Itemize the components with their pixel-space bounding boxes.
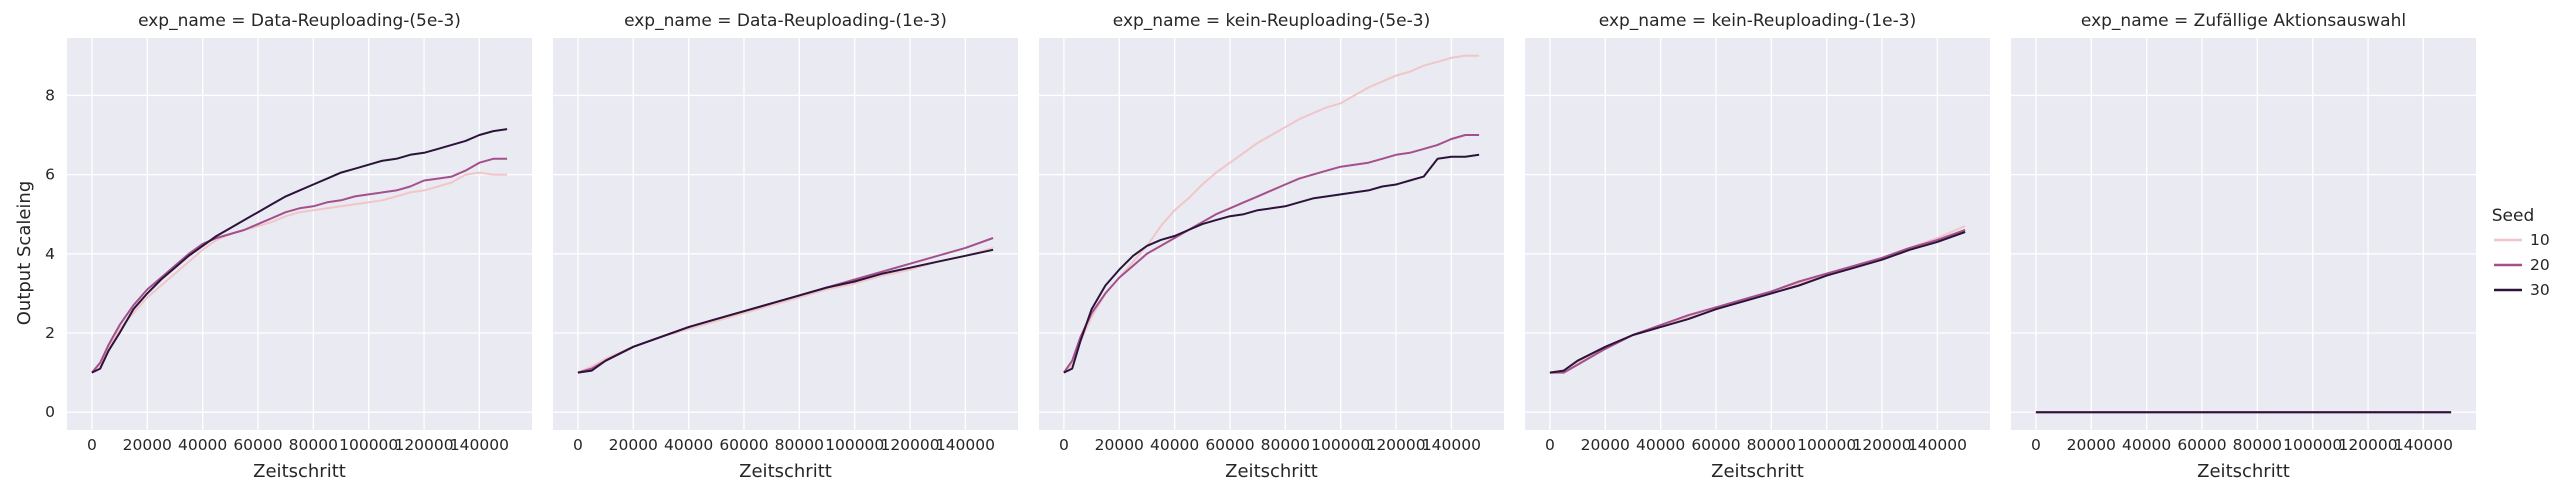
panel-title: exp_name = kein-Reuploading-(5e-3) [1113,11,1430,31]
x-tick-label: 80000 [289,436,338,454]
x-tick-label: 20000 [1095,436,1144,454]
x-tick-label: 60000 [233,436,282,454]
x-tick-label: 80000 [1747,436,1796,454]
x-tick-label: 0 [1059,436,1069,454]
x-tick-label: 120000 [2338,436,2397,454]
legend-entry-label: 30 [2530,281,2550,299]
legend: Seed 10 20 30 [2492,206,2550,299]
plot-background [1039,38,1504,430]
x-tick-label: 100000 [825,436,884,454]
series-line-30 [1063,153,1480,374]
panel-title: exp_name = kein-Reuploading-(1e-3) [1599,11,1916,31]
plot-background [1525,38,1990,430]
x-tick-label: 80000 [775,436,824,454]
x-tick-label: 0 [573,436,583,454]
legend-entry-label: 10 [2530,231,2550,249]
y-tick-label: 0 [45,403,55,421]
x-tick-label: 140000 [2394,436,2453,454]
x-tick-label: 120000 [1366,436,1425,454]
y-tick-label: 6 [45,166,55,184]
x-tick-label: 20000 [1581,436,1630,454]
x-tick-label: 40000 [2122,436,2171,454]
x-tick-label: 60000 [2177,436,2226,454]
x-axis-label: Zeitschritt [1711,461,1804,482]
x-tick-label: 40000 [664,436,713,454]
x-tick-label: 120000 [1852,436,1911,454]
x-tick-label: 40000 [1636,436,1685,454]
series-line-30 [1549,231,1966,374]
x-axis-label: Zeitschritt [253,461,346,482]
x-tick-label: 60000 [1205,436,1254,454]
plot-background [67,38,532,430]
x-tick-label: 120000 [880,436,939,454]
x-tick-label: 100000 [1311,436,1370,454]
series-line-20 [1063,134,1480,374]
x-axis-label: Zeitschritt [1225,461,1318,482]
x-tick-label: 100000 [339,436,398,454]
x-tick-label: 120000 [394,436,453,454]
legend-entry-label: 20 [2530,256,2550,274]
x-tick-label: 80000 [2233,436,2282,454]
x-tick-label: 60000 [1691,436,1740,454]
x-tick-label: 140000 [1908,436,1967,454]
y-tick-label: 8 [45,86,55,104]
x-tick-label: 0 [2031,436,2041,454]
plot-background [553,38,1018,430]
series-line-20 [1549,229,1966,374]
plot-background [2011,38,2476,430]
series-line-20 [91,157,508,374]
x-tick-label: 60000 [719,436,768,454]
legend-title: Seed [2492,206,2535,226]
series-line-10 [91,171,508,374]
x-tick-label: 140000 [936,436,995,454]
y-axis-label: Output Scaleing [14,181,35,326]
x-tick-label: 140000 [1422,436,1481,454]
x-tick-label: 80000 [1261,436,1310,454]
x-axis-label: Zeitschritt [2197,461,2290,482]
panel-title: exp_name = Zufällige Aktionsauswahl [2081,11,2406,31]
x-tick-label: 20000 [609,436,658,454]
x-tick-label: 20000 [2067,436,2116,454]
x-tick-label: 0 [1545,436,1555,454]
panel-title: exp_name = Data-Reuploading-(5e-3) [138,11,461,31]
x-tick-label: 140000 [450,436,509,454]
panel-title: exp_name = Data-Reuploading-(1e-3) [624,11,947,31]
series-line-30 [577,248,994,374]
x-tick-label: 40000 [1150,436,1199,454]
x-axis-label: Zeitschritt [739,461,832,482]
y-tick-label: 4 [45,245,55,263]
x-tick-label: 20000 [123,436,172,454]
series-line-30 [91,128,508,374]
x-tick-label: 0 [87,436,97,454]
x-tick-label: 100000 [1797,436,1856,454]
x-tick-label: 100000 [2283,436,2342,454]
y-tick-label: 2 [45,324,55,342]
x-tick-label: 40000 [178,436,227,454]
